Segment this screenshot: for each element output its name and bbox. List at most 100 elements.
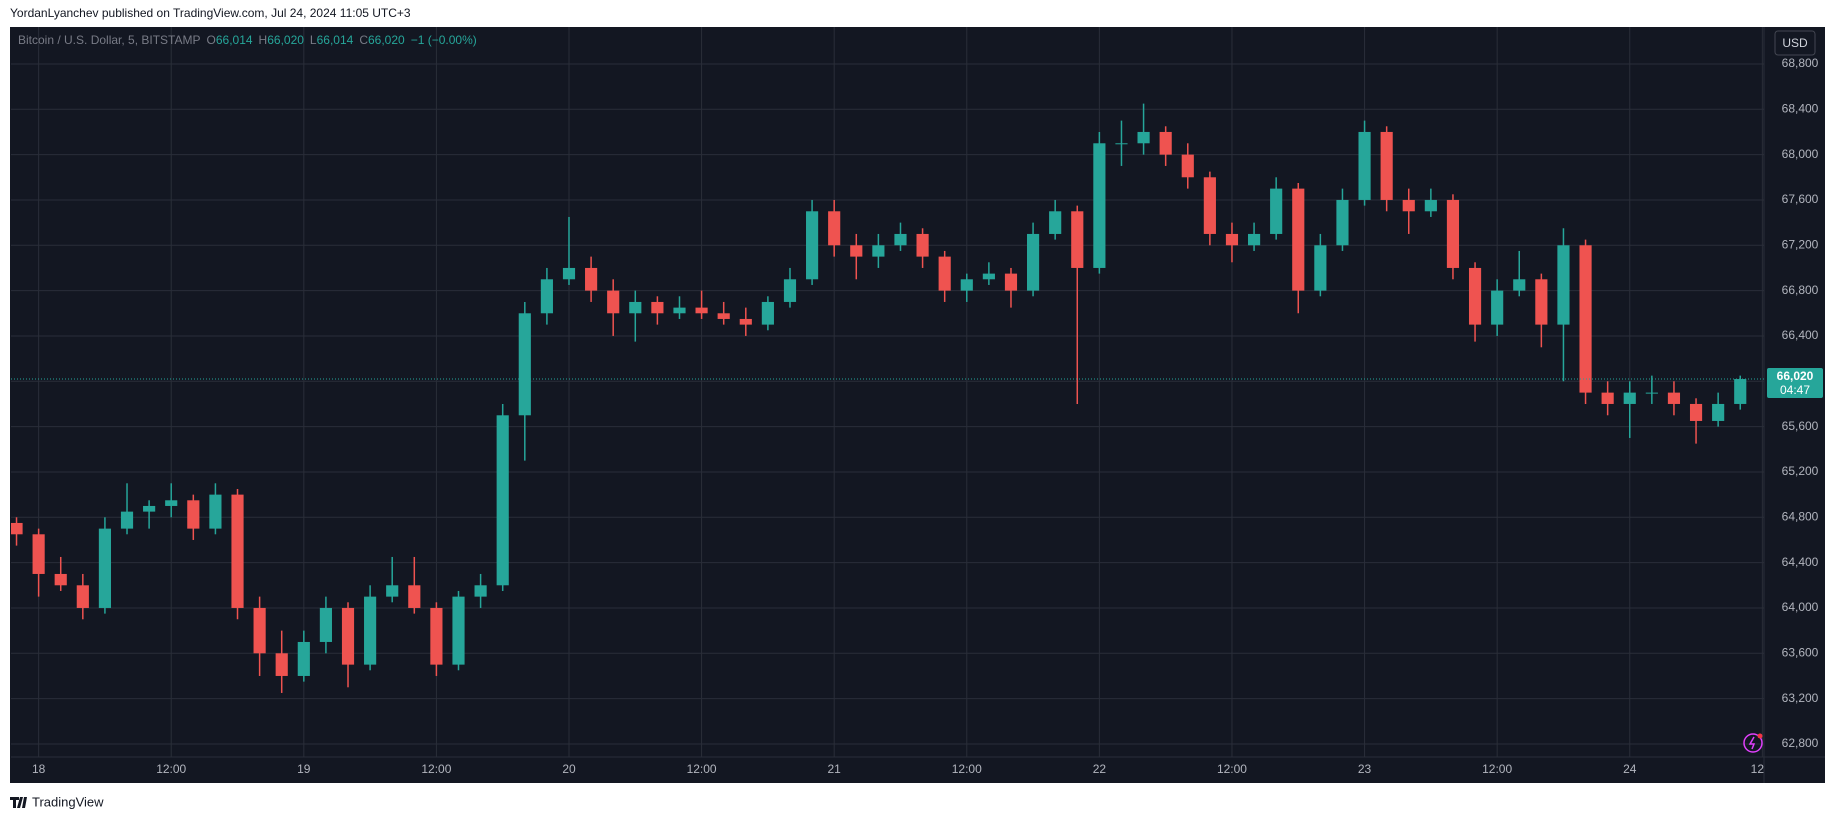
- x-tick-label: 21: [828, 762, 842, 776]
- candle-body: [1049, 211, 1062, 234]
- candle-body: [806, 211, 819, 280]
- alert-icon[interactable]: [1743, 733, 1763, 753]
- candle-body: [562, 267, 576, 280]
- candle-body: [1159, 131, 1172, 155]
- x-tick-label: 12:00: [156, 762, 186, 776]
- candle-body: [982, 273, 995, 280]
- candle-body: [828, 211, 841, 246]
- candle-body: [54, 573, 67, 586]
- footer: TradingView: [10, 794, 104, 809]
- candle-body: [1071, 211, 1084, 268]
- legend: Bitcoin / U.S. Dollar, 5, BITSTAMP O 66,0…: [18, 33, 477, 47]
- candle-body: [916, 233, 929, 257]
- x-tick-label: 22: [1093, 762, 1107, 776]
- candle-body: [496, 415, 509, 586]
- candle-body: [673, 307, 686, 314]
- candle-body: [1557, 245, 1570, 325]
- candle-body: [1402, 199, 1415, 212]
- candle-body: [1513, 279, 1526, 291]
- legend-key: L: [310, 33, 317, 47]
- candle-body: [938, 256, 951, 291]
- candle-body: [76, 585, 89, 608]
- candle-body: [1247, 233, 1261, 246]
- candle-body: [452, 596, 465, 665]
- candle-body: [1137, 131, 1150, 144]
- y-tick-label: 65,200: [1782, 464, 1819, 478]
- candle-body: [474, 585, 487, 597]
- legend-value: 66,020: [368, 33, 405, 47]
- candle-body: [297, 641, 310, 676]
- candle-body: [607, 290, 620, 314]
- last-price-tag: [1767, 368, 1823, 399]
- y-tick-label: 64,400: [1782, 555, 1819, 569]
- y-tick-label: 64,000: [1782, 600, 1819, 614]
- x-tick-label: 18: [32, 762, 46, 776]
- candle-body: [209, 494, 222, 529]
- candle-body: [651, 301, 664, 314]
- currency-button-box[interactable]: [1774, 30, 1816, 56]
- candle-body: [120, 511, 134, 529]
- x-tick-label: 12:00: [1482, 762, 1512, 776]
- legend-value: 66,014: [216, 33, 253, 47]
- currency-button-label[interactable]: USD: [1782, 36, 1808, 50]
- candle-body: [850, 245, 863, 257]
- candle-body: [1292, 188, 1305, 291]
- candle-body: [1336, 199, 1349, 246]
- footer-logo: [10, 797, 27, 808]
- alert-icon-dot[interactable]: [1757, 733, 1763, 739]
- candle-body: [518, 313, 531, 416]
- x-tick-label: 12:00: [687, 762, 717, 776]
- candle-body: [430, 607, 443, 665]
- candle-body: [1535, 279, 1548, 325]
- y-tick-label: 68,000: [1782, 147, 1819, 161]
- candle-body: [1004, 273, 1018, 291]
- candle-body: [739, 318, 752, 325]
- alert-icon-bolt[interactable]: [1748, 736, 1756, 750]
- y-tick-label: 67,200: [1782, 237, 1819, 251]
- candle-body: [629, 301, 642, 314]
- candle-body: [540, 279, 553, 314]
- candle-body: [231, 494, 244, 608]
- candle-body: [386, 585, 399, 597]
- x-tick-label: 19: [297, 762, 311, 776]
- candle-body: [187, 500, 200, 529]
- candle-body: [143, 505, 156, 512]
- candle-body: [1380, 131, 1393, 200]
- candle-body: [695, 307, 708, 314]
- x-tick-label: 12:00: [421, 762, 451, 776]
- candle-body: [1181, 154, 1194, 178]
- legend-key: H: [259, 33, 268, 47]
- y-tick-label: 68,800: [1782, 56, 1819, 70]
- candle-body: [717, 313, 730, 319]
- candle-body: [1579, 245, 1592, 393]
- legend-symbol: Bitcoin / U.S. Dollar, 5, BITSTAMP: [18, 33, 201, 47]
- candle-body: [1026, 233, 1040, 291]
- candle-body: [894, 233, 907, 246]
- legend-key: C: [359, 33, 368, 47]
- candle-body: [1270, 188, 1283, 234]
- alert-icon-ring[interactable]: [1743, 733, 1763, 753]
- y-tick-label: 66,800: [1782, 283, 1819, 297]
- candle-body: [1225, 233, 1239, 246]
- candle-body: [341, 607, 355, 665]
- y-tick-label: 66,400: [1782, 328, 1819, 342]
- x-tick-label: 12:00: [1217, 762, 1247, 776]
- candle-body: [1667, 392, 1681, 404]
- candle-body: [872, 245, 885, 257]
- candle-body: [1468, 267, 1482, 325]
- x-tick-label: 24: [1623, 762, 1637, 776]
- y-tick-label: 63,600: [1782, 645, 1819, 659]
- currency-button[interactable]: USD: [1774, 30, 1816, 56]
- candle-body: [11, 522, 23, 535]
- y-tick-label: 64,800: [1782, 509, 1819, 523]
- legend-value: 66,020: [267, 33, 304, 47]
- x-tick-label: 23: [1358, 762, 1372, 776]
- candle-body: [761, 301, 774, 325]
- y-tick-label: 65,600: [1782, 419, 1819, 433]
- candle-body: [1203, 177, 1216, 234]
- candle-body: [1601, 392, 1614, 404]
- candle-body: [408, 585, 421, 608]
- candle-body: [165, 500, 178, 506]
- x-tick-label: 12:00: [952, 762, 982, 776]
